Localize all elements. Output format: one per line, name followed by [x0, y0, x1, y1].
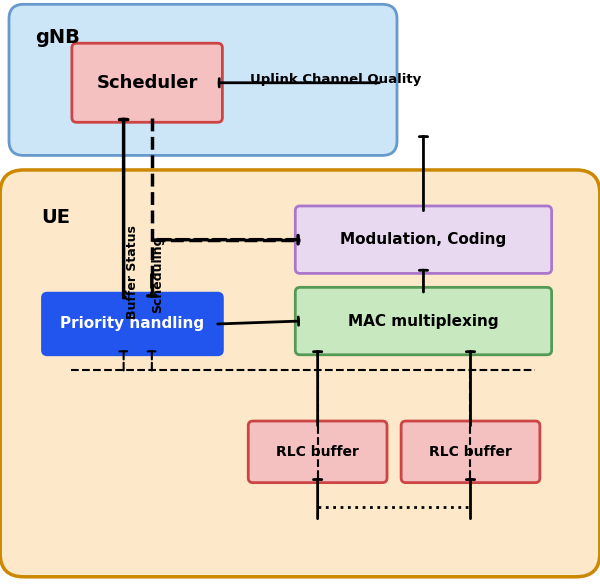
Text: Scheduling: Scheduling — [151, 236, 164, 313]
FancyBboxPatch shape — [72, 43, 223, 122]
Text: Scheduler: Scheduler — [97, 74, 198, 92]
Text: UE: UE — [41, 208, 70, 227]
Text: Buffer Status: Buffer Status — [126, 225, 139, 319]
FancyBboxPatch shape — [295, 287, 551, 354]
Text: Priority handling: Priority handling — [61, 317, 205, 332]
FancyBboxPatch shape — [248, 421, 387, 482]
Text: RLC buffer: RLC buffer — [276, 445, 359, 459]
Text: RLC buffer: RLC buffer — [429, 445, 512, 459]
Text: Modulation, Coding: Modulation, Coding — [340, 232, 506, 247]
FancyBboxPatch shape — [295, 206, 551, 273]
FancyBboxPatch shape — [9, 4, 397, 155]
Text: MAC multiplexing: MAC multiplexing — [348, 314, 499, 329]
Text: gNB: gNB — [35, 27, 80, 47]
FancyBboxPatch shape — [401, 421, 540, 482]
FancyBboxPatch shape — [43, 293, 223, 354]
FancyBboxPatch shape — [0, 170, 600, 577]
Text: Uplink Channel Quality: Uplink Channel Quality — [250, 73, 421, 86]
